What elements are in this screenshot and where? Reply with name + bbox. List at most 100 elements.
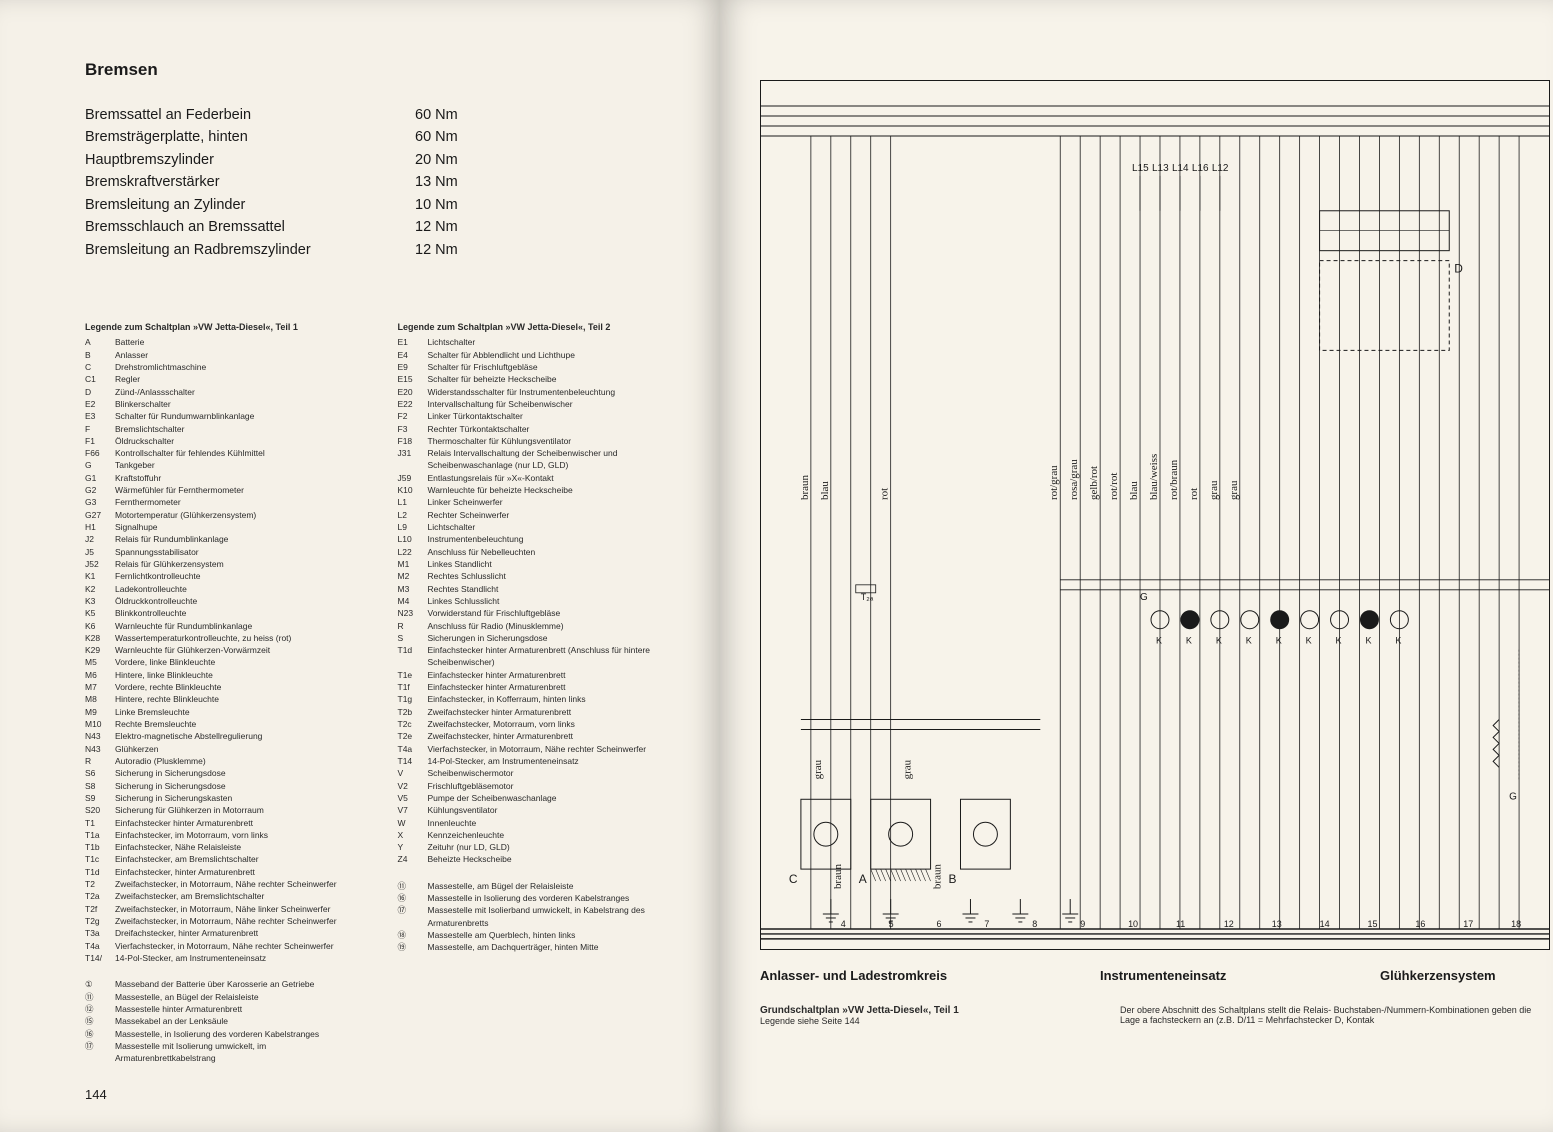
svg-text:6: 6 <box>937 919 942 929</box>
legend-text: Zünd-/Anlassschalter <box>115 386 368 398</box>
section-gluehkerzen: Glühkerzensystem <box>1380 968 1496 983</box>
legend-code: M7 <box>85 681 115 693</box>
legend-item: M3Rechtes Standlicht <box>398 583 681 595</box>
section-instrumente: Instrumenteneinsatz <box>1100 968 1380 983</box>
legend-item: ⑪Massestelle, am Bügel der Relaisleiste <box>398 880 681 892</box>
legend-text: Einfachstecker hinter Armaturenbrett <box>428 681 681 693</box>
legend-item: M9Linke Bremsleuchte <box>85 706 368 718</box>
legend-item: K1Fernlichtkontrolleuchte <box>85 570 368 582</box>
legend-item: F66Kontrollschalter für fehlendes Kühlmi… <box>85 447 368 459</box>
legend-item: K5Blinkkontrolleuchte <box>85 607 368 619</box>
legend-item: YZeituhr (nur LD, GLD) <box>398 841 681 853</box>
legend-text: Wärmefühler für Fernthermometer <box>115 484 368 496</box>
svg-text:K: K <box>1186 636 1192 646</box>
torque-label: Bremsschlauch an Bremssattel <box>85 216 415 238</box>
legend-code: F66 <box>85 447 115 459</box>
legend-text: Widerstandsschalter für Instrumentenbele… <box>428 386 681 398</box>
legend-columns: Legende zum Schaltplan »VW Jetta-Diesel«… <box>85 321 680 1064</box>
legend-text: Kennzeichenleuchte <box>428 829 681 841</box>
legend-item: VScheibenwischermotor <box>398 767 681 779</box>
torque-value: 60 Nm <box>415 126 485 148</box>
legend-item: E3Schalter für Rundumwarnblinkanlage <box>85 410 368 422</box>
legend-text: Anlasser <box>115 349 368 361</box>
legend-code: T2a <box>85 890 115 902</box>
legend-code: M8 <box>85 693 115 705</box>
legend-text: Einfachstecker, Nähe Relaisleiste <box>115 841 368 853</box>
legend-text: Sicherung in Sicherungsdose <box>115 767 368 779</box>
legend-code: V2 <box>398 780 428 792</box>
svg-text:grau: grau <box>902 759 914 779</box>
legend-text: Elektro-magnetische Abstellregulierung <box>115 730 368 742</box>
legend-text: Hintere, linke Blinkleuchte <box>115 669 368 681</box>
legend-code: B <box>85 349 115 361</box>
legend-item: G1Kraftstoffuhr <box>85 472 368 484</box>
legend-text: Öldruckschalter <box>115 435 368 447</box>
legend-code: T3a <box>85 927 115 939</box>
legend-text: Wassertemperaturkontrolleuchte, zu heiss… <box>115 632 368 644</box>
svg-text:rot/rot: rot/rot <box>1108 473 1120 500</box>
legend-code: C <box>85 361 115 373</box>
legend-item: E9Schalter für Frischluftgebläse <box>398 361 681 373</box>
legend-code: L1 <box>398 496 428 508</box>
legend-item: T1fEinfachstecker hinter Armaturenbrett <box>398 681 681 693</box>
legend-item: T2fZweifachstecker, in Motorraum, Nähe l… <box>85 903 368 915</box>
legend-code: K28 <box>85 632 115 644</box>
legend-text: Signalhupe <box>115 521 368 533</box>
svg-text:L13: L13 <box>1152 163 1169 174</box>
legend-text: Einfachstecker, im Motorraum, vorn links <box>115 829 368 841</box>
legend-text: Einfachstecker, am Bremslichtschalter <box>115 853 368 865</box>
legend-text: Vordere, linke Blinkleuchte <box>115 656 368 668</box>
legend-code: T2g <box>85 915 115 927</box>
legend-text: Anschluss für Nebelleuchten <box>428 546 681 558</box>
legend-code: T2 <box>85 878 115 890</box>
legend-item: M8Hintere, rechte Blinkleuchte <box>85 693 368 705</box>
legend-item: V5Pumpe der Scheibenwaschanlage <box>398 792 681 804</box>
legend-item: T2aZweifachstecker, am Bremslichtschalte… <box>85 890 368 902</box>
legend-code: N43 <box>85 730 115 742</box>
legend-code: F18 <box>398 435 428 447</box>
svg-text:L14: L14 <box>1172 163 1189 174</box>
legend-text: Einfachstecker hinter Armaturenbrett <box>115 817 368 829</box>
legend-item: K6Warnleuchte für Rundumblinkanlage <box>85 620 368 632</box>
legend-text: Vierfachstecker, in Motorraum, Nähe rech… <box>115 940 368 952</box>
torque-value: 20 Nm <box>415 149 485 171</box>
legend-text: Schalter für beheizte Heckscheibe <box>428 373 681 385</box>
legend-code: Z4 <box>398 853 428 865</box>
legend-code: T1b <box>85 841 115 853</box>
legend-text: Einfachstecker, in Kofferraum, hinten li… <box>428 693 681 705</box>
legend-text: Massestelle in Isolierung des vorderen K… <box>428 892 681 904</box>
legend-item: T1Einfachstecker hinter Armaturenbrett <box>85 817 368 829</box>
legend-item: N43Glühkerzen <box>85 743 368 755</box>
legend-code: ⑲ <box>398 941 428 953</box>
legend-item: L1Linker Scheinwerfer <box>398 496 681 508</box>
legend-text: Blinkerschalter <box>115 398 368 410</box>
legend-text: Warnleuchte für beheizte Heckscheibe <box>428 484 681 496</box>
legend-item: V7Kühlungsventilator <box>398 804 681 816</box>
svg-text:T₂ₐ: T₂ₐ <box>861 592 874 602</box>
legend-text: Spannungsstabilisator <box>115 546 368 558</box>
legend-code: M4 <box>398 595 428 607</box>
legend-code: T2f <box>85 903 115 915</box>
svg-text:15: 15 <box>1367 919 1377 929</box>
legend-text: Massestelle mit Isolierband umwickelt, i… <box>428 904 681 929</box>
legend-code: N23 <box>398 607 428 619</box>
legend-text: Linker Scheinwerfer <box>428 496 681 508</box>
legend-text: Glühkerzen <box>115 743 368 755</box>
legend-code: M6 <box>85 669 115 681</box>
legend-item: E20Widerstandsschalter für Instrumentenb… <box>398 386 681 398</box>
legend-code: T4a <box>85 940 115 952</box>
legend-text: Instrumentenbeleuchtung <box>428 533 681 545</box>
legend-text: Innenleuchte <box>428 817 681 829</box>
torque-row: Bremsschlauch an Bremssattel12 Nm <box>85 216 680 238</box>
legend-code: G3 <box>85 496 115 508</box>
legend-text: Relais für Glühkerzensystem <box>115 558 368 570</box>
legend-code: M10 <box>85 718 115 730</box>
legend-item: N23Vorwiderstand für Frischluftgebläse <box>398 607 681 619</box>
legend-code: ⑰ <box>398 904 428 929</box>
legend-code: C1 <box>85 373 115 385</box>
legend-item: T1aEinfachstecker, im Motorraum, vorn li… <box>85 829 368 841</box>
legend-code: M1 <box>398 558 428 570</box>
legend-code: ⑮ <box>85 1015 115 1027</box>
legend-item: M10Rechte Bremsleuchte <box>85 718 368 730</box>
legend-code: T1c <box>85 853 115 865</box>
